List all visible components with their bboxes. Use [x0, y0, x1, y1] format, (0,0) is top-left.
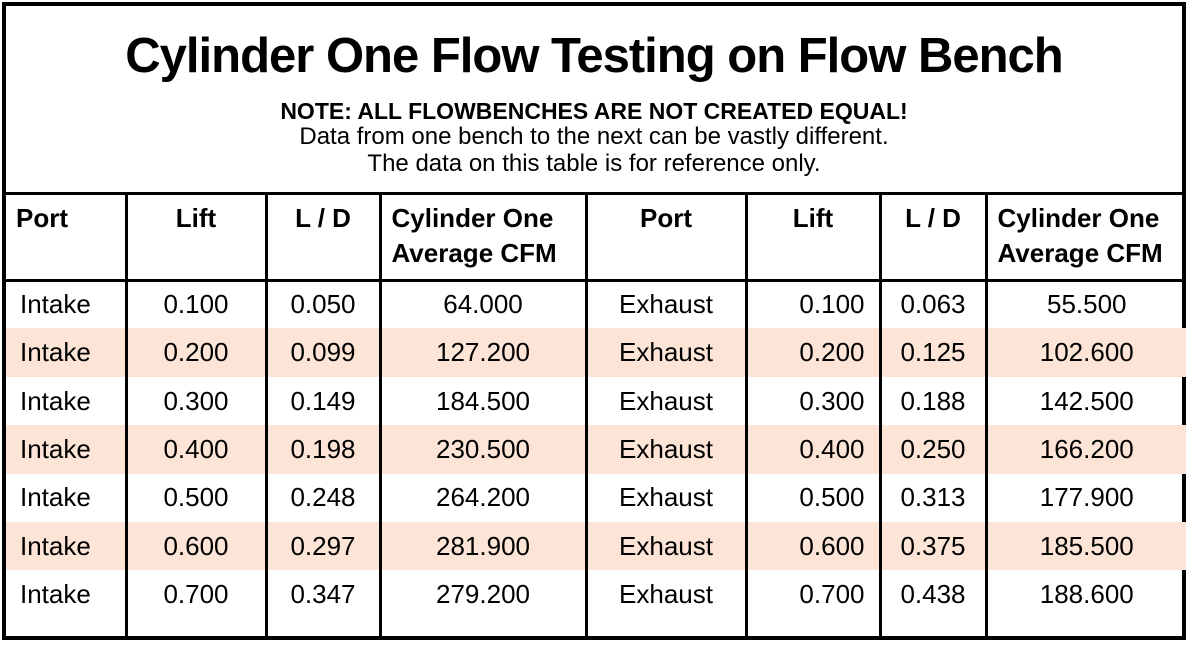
port-cell: Intake [6, 425, 128, 474]
page-title: Cylinder One Flow Testing on Flow Bench [125, 29, 1063, 83]
table-row: Intake 0.300 0.149 184.500 Exhaust 0.300… [6, 376, 1186, 426]
ld-cell: 0.063 [880, 280, 988, 329]
header-cfm-intake: Cylinder One Average CFM [380, 195, 588, 282]
ld-cell: 0.250 [880, 425, 988, 474]
note-line-3: The data on this table is for reference … [367, 149, 821, 177]
lift-cell: 0.400 [126, 425, 268, 474]
header-ld-intake: L / D [266, 195, 382, 282]
header-lift-intake: Lift [126, 195, 268, 282]
cfm-cell: 177.900 [1039, 482, 1134, 513]
cfm-cell: 166.200 [1039, 433, 1134, 464]
cfm-cell: 102.600 [1039, 337, 1134, 368]
cfm-cell: 264.200 [380, 473, 588, 523]
table-row: Intake 0.200 0.099 127.200 Exhaust 0.200… [6, 328, 1186, 377]
port-cell: Intake [6, 376, 128, 426]
ld-cell: 0.149 [266, 376, 382, 426]
ld-cell: 0.375 [880, 522, 988, 571]
table-row: Intake 0.700 0.347 279.200 Exhaust 0.700… [6, 570, 1186, 636]
lift-cell: 0.300 [746, 376, 882, 426]
lift-cell: 0.500 [126, 473, 268, 523]
port-cell: Exhaust [586, 425, 748, 474]
lift-cell: 0.600 [746, 522, 882, 571]
lift-cell: 0.200 [126, 328, 268, 377]
port-cell: Intake [6, 570, 128, 636]
lift-cell: 0.600 [126, 522, 268, 571]
cfm-cell: 188.600 [1039, 579, 1134, 610]
cfm-cell: 64.000 [380, 280, 588, 329]
cfm-cell: 127.200 [380, 328, 588, 377]
ld-cell: 0.313 [880, 473, 988, 523]
lift-cell: 0.200 [746, 328, 882, 377]
header-port-intake: Port [6, 195, 128, 282]
header-ld-exhaust: L / D [880, 195, 988, 282]
cfm-cell: 279.200 [380, 570, 588, 636]
table-row: Intake 0.600 0.297 281.900 Exhaust 0.600… [6, 522, 1186, 571]
table-row: Intake 0.400 0.198 230.500 Exhaust 0.400… [6, 425, 1186, 474]
port-cell: Exhaust [586, 473, 748, 523]
port-cell: Exhaust [586, 570, 748, 636]
port-cell: Exhaust [586, 328, 748, 377]
port-cell: Intake [6, 522, 128, 571]
lift-cell: 0.300 [126, 376, 268, 426]
lift-cell: 0.100 [126, 280, 268, 329]
lift-cell: 0.700 [746, 570, 882, 636]
lift-cell: 0.700 [126, 570, 268, 636]
title-block: Cylinder One Flow Testing on Flow Bench … [6, 6, 1182, 195]
cfm-cell: 184.500 [380, 376, 588, 426]
lift-cell: 0.400 [746, 425, 882, 474]
ld-cell: 0.125 [880, 328, 988, 377]
lift-cell: 0.100 [746, 280, 882, 329]
ld-cell: 0.438 [880, 570, 988, 636]
ld-cell: 0.050 [266, 280, 382, 329]
header-row: Port Lift L / D Cylinder One Average CFM… [6, 195, 1186, 282]
cfm-cell: 230.500 [380, 425, 588, 474]
ld-cell: 0.198 [266, 425, 382, 474]
header-cfm-exhaust: Cylinder One Average CFM [986, 195, 1186, 282]
note-line-2: Data from one bench to the next can be v… [299, 123, 889, 151]
port-cell: Intake [6, 473, 128, 523]
header-lift-exhaust: Lift [746, 195, 882, 282]
cfm-cell: 185.500 [1039, 530, 1134, 561]
table-row: Intake 0.500 0.248 264.200 Exhaust 0.500… [6, 473, 1186, 523]
cfm-cell: 55.500 [1046, 289, 1127, 320]
ld-cell: 0.347 [266, 570, 382, 636]
port-cell: Exhaust [586, 280, 748, 329]
cfm-cell: 142.500 [1039, 385, 1134, 416]
flow-data-table: Port Lift L / D Cylinder One Average CFM… [6, 195, 1186, 636]
port-cell: Intake [6, 328, 128, 377]
note-headline: NOTE: ALL FLOWBENCHES ARE NOT CREATED EQ… [280, 97, 908, 124]
port-cell: Exhaust [586, 376, 748, 426]
port-cell: Intake [6, 280, 128, 329]
table-row: Intake 0.100 0.050 64.000 Exhaust 0.100 … [6, 280, 1186, 329]
cfm-cell: 281.900 [380, 522, 588, 571]
ld-cell: 0.188 [880, 376, 988, 426]
ld-cell: 0.248 [266, 473, 382, 523]
ld-cell: 0.099 [266, 328, 382, 377]
header-port-exhaust: Port [586, 195, 748, 282]
port-cell: Exhaust [586, 522, 748, 571]
lift-cell: 0.500 [746, 473, 882, 523]
ld-cell: 0.297 [266, 522, 382, 571]
